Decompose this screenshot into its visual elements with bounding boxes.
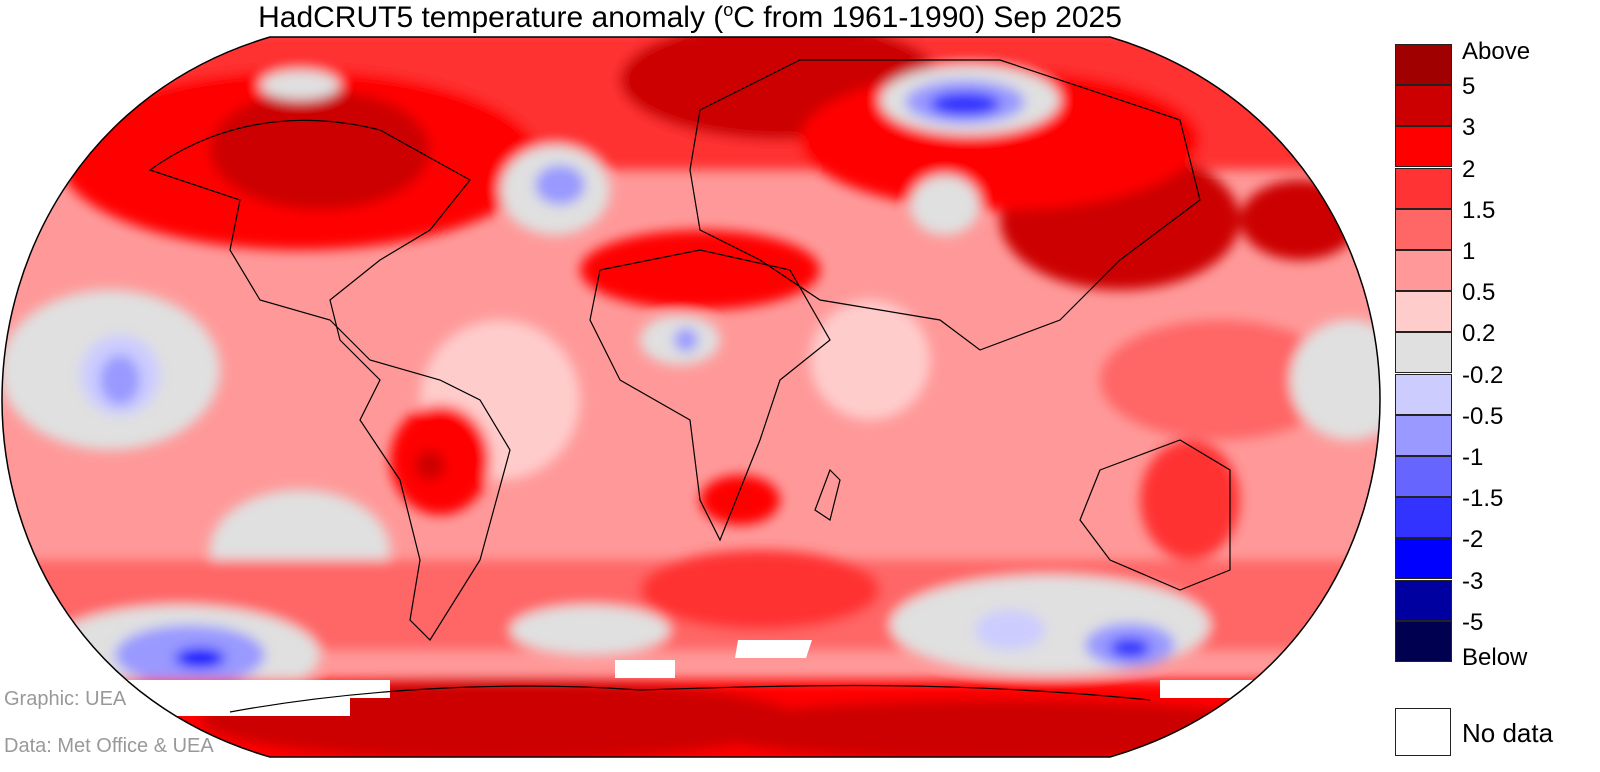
graphic-credit: Graphic: UEA: [4, 688, 127, 710]
legend-label: -0.5: [1462, 402, 1504, 430]
no-data-area: [615, 660, 675, 678]
legend-label: 3: [1462, 114, 1476, 142]
legend-swatch: [1395, 291, 1452, 333]
legend-label: Above: [1462, 38, 1531, 65]
no-data-area: [735, 640, 812, 658]
legend-label: 1: [1462, 238, 1476, 265]
map-title: HadCRUT5 temperature anomaly (oC from 19…: [0, 0, 1380, 35]
legend-swatch: [1395, 414, 1452, 456]
title-prefix: HadCRUT5 temperature anomaly (: [258, 1, 724, 34]
legend-label: -3: [1462, 567, 1484, 595]
legend-swatch: [1395, 167, 1452, 209]
legend-swatch: [1395, 208, 1452, 250]
legend-swatch: [1395, 620, 1452, 662]
legend-label: 1.5: [1462, 196, 1496, 224]
coastlines: [148, 59, 1231, 713]
legend-swatch: [1395, 250, 1452, 291]
legend-swatch: [1395, 456, 1452, 497]
legend-label: 0.5: [1462, 279, 1496, 307]
data-credit: Data: Met Office & UEA: [4, 735, 214, 757]
no-data-label: No data: [1462, 718, 1554, 748]
globe-outline: [1, 36, 1381, 758]
no-data-swatch: [1395, 708, 1451, 756]
title-suffix: C from 1961-1990) Sep 2025: [733, 1, 1122, 34]
legend-swatch: [1395, 538, 1452, 580]
no-data-area: [1160, 680, 1380, 698]
legend-label: 2: [1462, 155, 1476, 183]
anomaly-map: [1, 36, 1381, 758]
legend-label: Below: [1462, 644, 1528, 671]
legend-swatch: [1395, 126, 1452, 168]
legend-swatch: [1395, 497, 1452, 539]
legend-swatch: [1395, 85, 1452, 127]
legend-label: -5: [1462, 608, 1484, 636]
legend-label: -2: [1462, 526, 1484, 554]
legend-swatch: [1395, 44, 1452, 85]
legend-label: 0.2: [1462, 320, 1496, 348]
legend-swatch: [1395, 332, 1452, 374]
legend-swatch: [1395, 579, 1452, 621]
legend-label: -0.2: [1462, 361, 1504, 389]
legend-swatch: [1395, 373, 1452, 415]
anomaly-field: [2, 37, 1380, 757]
legend-label: 5: [1462, 73, 1476, 101]
legend-label: -1.5: [1462, 485, 1504, 513]
degree-sup: o: [723, 0, 734, 20]
legend-label: -1: [1462, 444, 1484, 471]
